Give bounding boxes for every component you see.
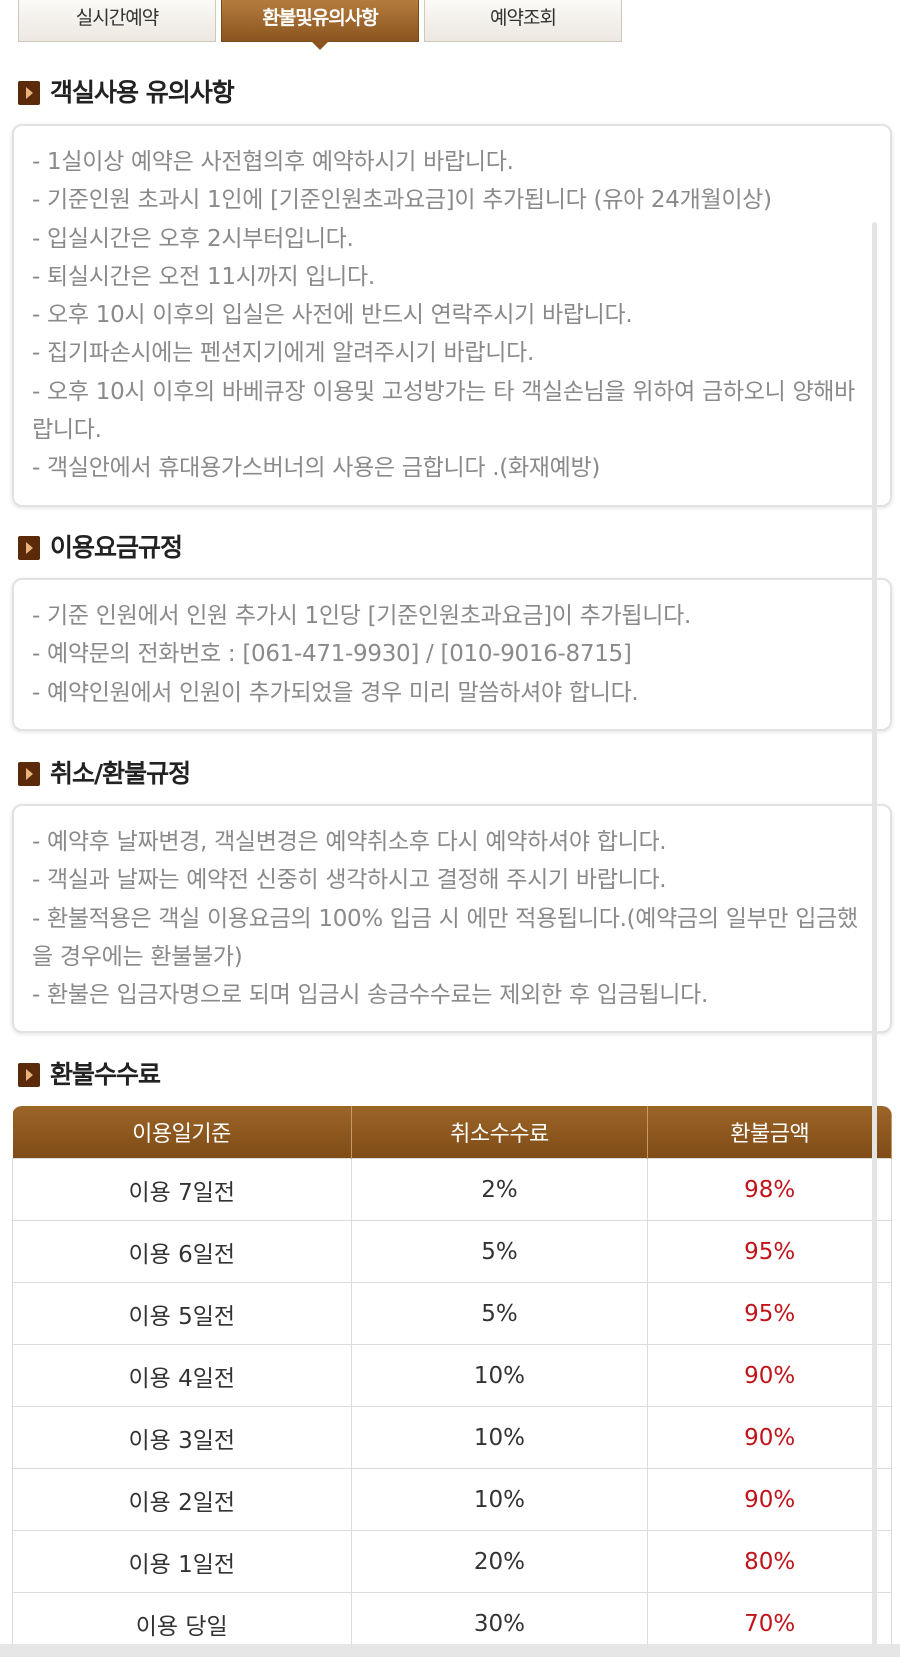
notice-box: - 1실이상 예약은 사전협의후 예약하시기 바랍니다. - 기준인원 초과시 1… [12,124,892,507]
table-cell: 10% [350,1468,649,1531]
notice-box: - 예약후 날짜변경, 객실변경은 예약취소후 다시 예약하셔야 합니다. - 객… [12,804,892,1034]
table-row: 이용 3일전 10% 90% [12,1406,892,1469]
section-heading: 객실사용 유의사항 [18,78,235,108]
section-heading: 환불수수료 [18,1060,161,1090]
scrollbar [872,222,877,1657]
notice-item: - 예약후 날짜변경, 객실변경은 예약취소후 다시 예약하셔야 합니다. [32,829,667,855]
table-row: 이용 1일전 20% 80% [12,1530,892,1593]
notice-item: - 입실시간은 오후 2시부터입니다. [32,225,354,252]
notice-item: - 기준인원 초과시 1인에 [기준인원초과요금]이 추가됩니다 (유아 24개… [32,187,772,214]
notice-item: - 환불은 입금자명으로 되며 입금시 송금수수료는 제외한 후 입금됩니다. [32,982,709,1009]
table-row: 이용 5일전 5% 95% [12,1282,892,1345]
table-cell: 95% [647,1220,892,1283]
notice-item: - 기준 인원에서 인원 추가시 1인당 [기준인원초과요금]이 추가됩니다. [32,603,691,629]
table-row: 이용 7일전 2% 98% [12,1158,892,1221]
tab[interactable]: 예약조회 [424,0,622,42]
table-row: 이용 6일전 5% 95% [12,1220,892,1283]
notice-item: - 객실과 날짜는 예약전 신중히 생각하시고 결정해 주시기 바랍니다. [32,867,667,894]
section-heading: 취소/환불규정 [18,759,191,789]
notice-item: - 예약인원에서 인원이 추가되었을 경우 미리 말씀하셔야 합니다. [32,679,639,706]
table-cell: 10% [350,1344,649,1407]
bottom-bar [0,1644,900,1657]
table-cell: 10% [350,1406,649,1469]
table-cell: 20% [350,1530,649,1593]
notice-item: - 퇴실시간은 오전 11시까지 입니다. [32,263,375,290]
column-header: 환불금액 [647,1106,892,1159]
notice-item: - 오후 10시 이후의 입실은 사전에 반드시 연락주시기 바랍니다. [32,302,633,329]
notice-item: - 객실안에서 휴대용가스버너의 사용은 금합니다 .(화재예방) [32,455,601,482]
table-cell: 이용 6일전 [12,1220,352,1283]
notice-box: - 기준 인원에서 인원 추가시 1인당 [기준인원초과요금]이 추가됩니다. -… [12,578,892,731]
column-header: 취소수수료 [351,1106,649,1159]
table-cell: 이용 5일전 [12,1282,352,1345]
notice-item: - 1실이상 예약은 사전협의후 예약하시기 바랍니다. [32,149,514,175]
header-row: 이용일기준 취소수수료 환불금액 [12,1106,892,1159]
table-cell: 90% [647,1344,892,1407]
column-header: 이용일기준 [12,1106,352,1159]
section-heading: 이용요금규정 [18,533,183,563]
table-row: 이용 4일전 10% 90% [12,1344,892,1407]
refund-table: 이용일기준 취소수수료 환불금액 이용 7일전 2% 98% 이용 6일전 5% 95% 이용 5… [12,1106,892,1655]
table-cell: 5% [350,1220,649,1283]
table-cell: 90% [647,1406,892,1469]
table-cell: 이용 3일전 [12,1406,352,1469]
table-cell: 이용 7일전 [12,1158,352,1221]
table-cell: 2% [350,1158,649,1221]
table-cell: 이용 1일전 [12,1530,352,1593]
table-cell: 80% [647,1530,892,1593]
notice-item: - 집기파손시에는 펜션지기에게 알려주시기 바랍니다. [32,340,534,367]
table-cell: 5% [350,1282,649,1345]
tab[interactable]: 실시간예약 [18,0,216,42]
notice-item: - 예약문의 전화번호 : [061-471-9930] / [010-9016… [32,641,632,668]
table-row: 이용 2일전 10% 90% [12,1468,892,1531]
notice-item: - 환불적용은 객실 이용요금의 100% 입금 시 에만 적용됩니다.(예약금… [32,905,858,970]
table-cell: 95% [647,1282,892,1345]
notice-item: - 오후 10시 이후의 바베큐장 이용및 고성방가는 타 객실손님을 위하여 … [32,378,856,444]
table-cell: 98% [647,1158,892,1221]
table-cell: 90% [647,1468,892,1531]
table-cell: 이용 2일전 [12,1468,352,1531]
table-cell: 이용 4일전 [12,1344,352,1407]
tab[interactable]: 환불및유의사항 [221,0,419,50]
